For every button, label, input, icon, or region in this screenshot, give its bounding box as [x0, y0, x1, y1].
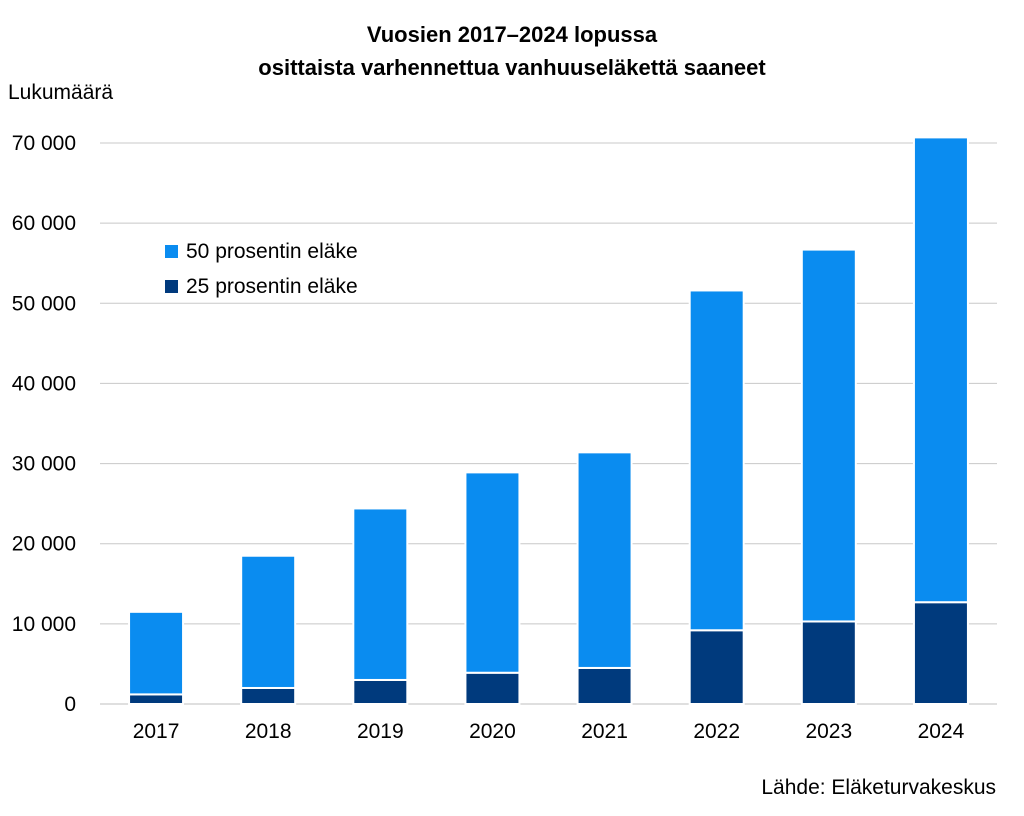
y-tick-label: 50 000	[12, 292, 76, 315]
y-tick-label: 40 000	[12, 372, 76, 395]
y-tick-label: 60 000	[12, 212, 76, 235]
x-tick-label: 2020	[469, 720, 516, 743]
y-tick-label: 70 000	[12, 132, 76, 155]
x-tick-label: 2017	[133, 720, 180, 743]
legend-item-25: 25 prosentin eläke	[165, 269, 358, 304]
legend-item-50: 50 prosentin eläke	[165, 234, 358, 269]
y-tick-label: 30 000	[12, 453, 76, 476]
bar-segment-25	[240, 686, 297, 706]
bar-segment-50	[800, 248, 857, 623]
x-tick-label: 2024	[918, 720, 965, 743]
legend: 50 prosentin eläke 25 prosentin eläke	[165, 234, 358, 304]
bar-segment-50	[352, 507, 409, 681]
bar-segment-25	[576, 666, 633, 706]
x-tick-label: 2022	[693, 720, 740, 743]
x-tick-label: 2021	[581, 720, 628, 743]
bar-segment-25	[688, 629, 745, 705]
bar-segment-25	[352, 678, 409, 706]
bar-segment-50	[240, 554, 297, 689]
source-note: Lähde: Eläketurvakeskus	[761, 776, 996, 799]
bar-segment-50	[128, 610, 185, 696]
bar-segment-25	[912, 601, 969, 705]
bar-segment-50	[464, 471, 521, 674]
y-tick-label: 20 000	[12, 533, 76, 556]
x-tick-label: 2018	[245, 720, 292, 743]
chart-title: Vuosien 2017–2024 lopussa osittaista var…	[0, 18, 1024, 84]
legend-swatch-50	[165, 245, 178, 258]
legend-swatch-25	[165, 280, 178, 293]
bar-segment-25	[464, 671, 521, 705]
chart-title-line-1: Vuosien 2017–2024 lopussa	[366, 22, 658, 47]
bar-segment-50	[688, 289, 745, 632]
x-tick-label: 2019	[357, 720, 404, 743]
chart-title-line-2: osittaista varhennettua vanhuuseläkettä …	[258, 55, 766, 80]
legend-label-50: 50 prosentin eläke	[186, 239, 358, 263]
bar-segment-25	[128, 693, 185, 706]
y-tick-label: 0	[64, 693, 76, 716]
bar-segment-50	[912, 136, 969, 604]
y-tick-label: 10 000	[12, 613, 76, 636]
x-tick-label: 2023	[805, 720, 852, 743]
y-axis-label: Lukumäärä	[8, 81, 114, 104]
bar-segment-25	[800, 620, 857, 706]
legend-label-25: 25 prosentin eläke	[186, 274, 358, 298]
bar-segment-50	[576, 451, 633, 669]
